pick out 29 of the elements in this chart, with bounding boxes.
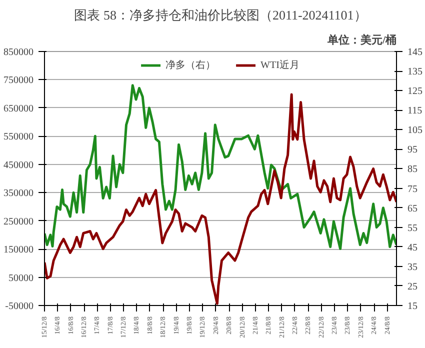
y-tick-label: 150000: [4, 244, 34, 256]
y-tick-label: -50000: [5, 301, 34, 312]
y2-tick-label: 25: [408, 281, 418, 292]
y2-tick-label: 95: [408, 144, 418, 156]
y2-tick-label: 65: [408, 203, 418, 214]
y2-axis-title: 单位：美元/桶: [326, 34, 397, 46]
y2-tick-label: 115: [408, 106, 422, 117]
y2-tick-label: 85: [408, 164, 418, 176]
y2-tick-label: 125: [408, 86, 422, 98]
chart-title: 图表 58：净多持仓和油价比较图（2011-20241101）: [74, 8, 367, 22]
y2-tick-label: 15: [408, 301, 418, 312]
legend-label: 净多（右）: [166, 59, 216, 72]
y2-tick-label: 75: [408, 184, 418, 195]
y-tick-label: 850000: [4, 47, 34, 58]
y-tick-label: 50000: [8, 272, 34, 284]
y2-tick-label: 45: [408, 242, 418, 254]
legend-label: WTI近月: [260, 58, 300, 72]
y2-tick-label: 55: [408, 222, 418, 234]
y-tick-label: 250000: [4, 216, 34, 228]
y-tick-label: 750000: [4, 75, 34, 86]
y-tick-label: 350000: [4, 188, 34, 200]
y2-tick-label: 105: [408, 125, 422, 136]
y2-tick-label: 35: [408, 262, 418, 273]
y2-tick-label: 135: [408, 66, 422, 78]
y2-tick-label: 145: [408, 47, 422, 58]
line-series: [44, 84, 396, 250]
y-tick-label: 450000: [4, 160, 34, 171]
y-tick-label: 650000: [4, 103, 34, 114]
y-tick-label: 550000: [4, 132, 34, 143]
